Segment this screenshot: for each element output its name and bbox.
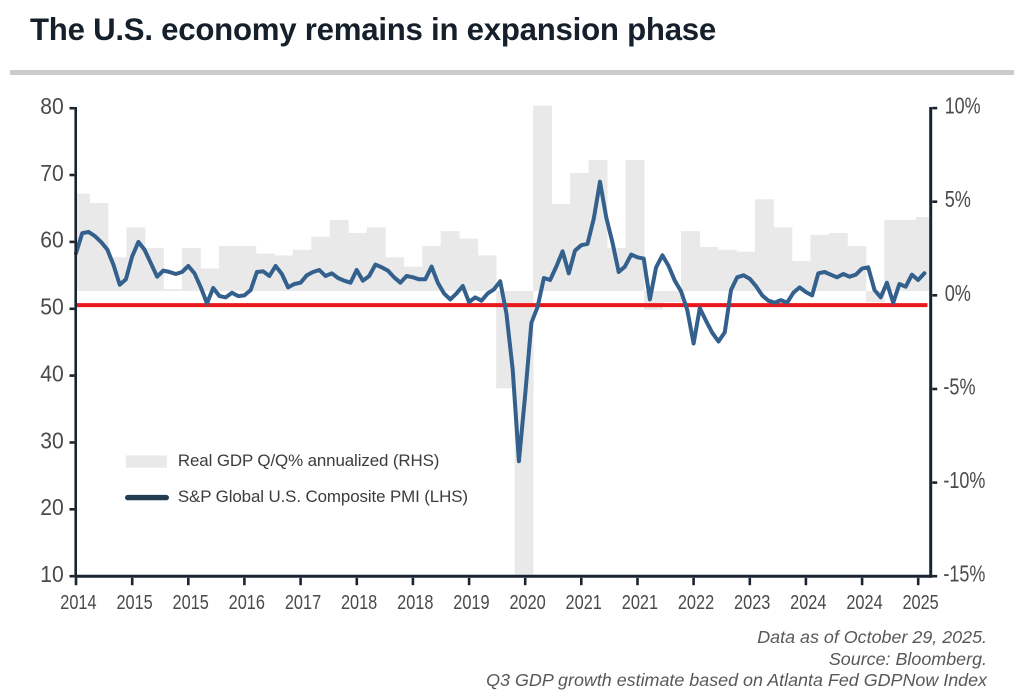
svg-text:2022: 2022: [678, 592, 714, 614]
svg-text:2023: 2023: [734, 592, 770, 614]
svg-text:30: 30: [40, 427, 64, 453]
svg-text:2017: 2017: [285, 592, 321, 614]
svg-text:60: 60: [40, 227, 64, 253]
svg-text:2015: 2015: [173, 592, 209, 614]
svg-text:2021: 2021: [566, 592, 602, 614]
svg-text:S&P Global U.S. Composite PMI: S&P Global U.S. Composite PMI (LHS): [178, 487, 468, 506]
svg-text:2015: 2015: [116, 592, 152, 614]
svg-text:2019: 2019: [453, 592, 489, 614]
svg-text:2014: 2014: [60, 592, 96, 614]
svg-text:2024: 2024: [846, 592, 882, 614]
svg-text:50: 50: [40, 294, 64, 320]
svg-text:10: 10: [40, 561, 64, 587]
svg-text:2018: 2018: [341, 592, 377, 614]
svg-text:5%: 5%: [945, 186, 971, 212]
svg-text:-10%: -10%: [943, 467, 985, 493]
svg-text:0%: 0%: [945, 280, 971, 306]
svg-text:2020: 2020: [509, 592, 545, 614]
svg-text:-5%: -5%: [943, 374, 975, 400]
svg-text:Real GDP Q/Q% annualized (RHS): Real GDP Q/Q% annualized (RHS): [178, 451, 439, 470]
svg-text:40: 40: [40, 360, 64, 386]
svg-text:10%: 10%: [945, 93, 981, 119]
svg-text:80: 80: [40, 93, 64, 119]
svg-text:70: 70: [40, 160, 64, 186]
svg-text:2021: 2021: [622, 592, 658, 614]
svg-text:-15%: -15%: [943, 561, 985, 587]
svg-text:2018: 2018: [397, 592, 433, 614]
svg-text:2024: 2024: [790, 592, 826, 614]
svg-text:2025: 2025: [902, 592, 938, 614]
svg-text:20: 20: [40, 494, 64, 520]
svg-text:2016: 2016: [229, 592, 265, 614]
